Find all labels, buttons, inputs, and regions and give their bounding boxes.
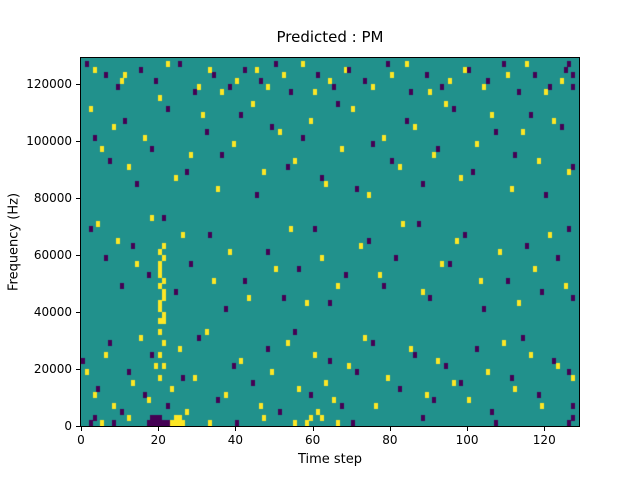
y-tick-label: 0: [64, 419, 72, 433]
x-tick-mark: [389, 427, 391, 431]
x-tick-mark: [158, 427, 160, 431]
x-tick-label: 80: [382, 433, 398, 447]
y-tick-label: 20000: [33, 361, 72, 376]
y-axis-label: Frequency (Hz): [6, 192, 22, 292]
heatmap-canvas: [81, 58, 579, 426]
y-tick-mark: [76, 83, 80, 85]
plot-area: [80, 57, 580, 427]
x-tick-mark: [544, 427, 546, 431]
x-tick-mark: [235, 427, 237, 431]
x-tick-label: 60: [304, 433, 321, 447]
x-tick-mark: [81, 427, 82, 431]
y-tick-label: 80000: [33, 190, 72, 205]
y-tick-label: 120000: [26, 76, 72, 91]
y-tick-label: 40000: [33, 304, 72, 319]
y-tick-mark: [76, 368, 80, 370]
y-tick-mark: [76, 311, 80, 313]
x-tick-label: 120: [532, 433, 556, 447]
x-tick-label: 20: [150, 433, 166, 447]
y-tick-mark: [76, 426, 80, 427]
plot-title: Predicted : PM: [276, 28, 384, 46]
y-tick-mark: [76, 140, 80, 142]
y-tick-mark: [76, 197, 80, 199]
y-tick-label: 60000: [33, 247, 72, 262]
x-tick-mark: [467, 427, 469, 431]
x-axis-label: Time step: [297, 452, 363, 467]
x-tick-label: 100: [455, 433, 479, 447]
y-tick-mark: [76, 254, 80, 256]
y-tick-label: 100000: [26, 133, 72, 148]
x-tick-mark: [312, 427, 314, 431]
x-tick-label: 0: [77, 433, 85, 447]
x-tick-label: 40: [227, 433, 244, 447]
